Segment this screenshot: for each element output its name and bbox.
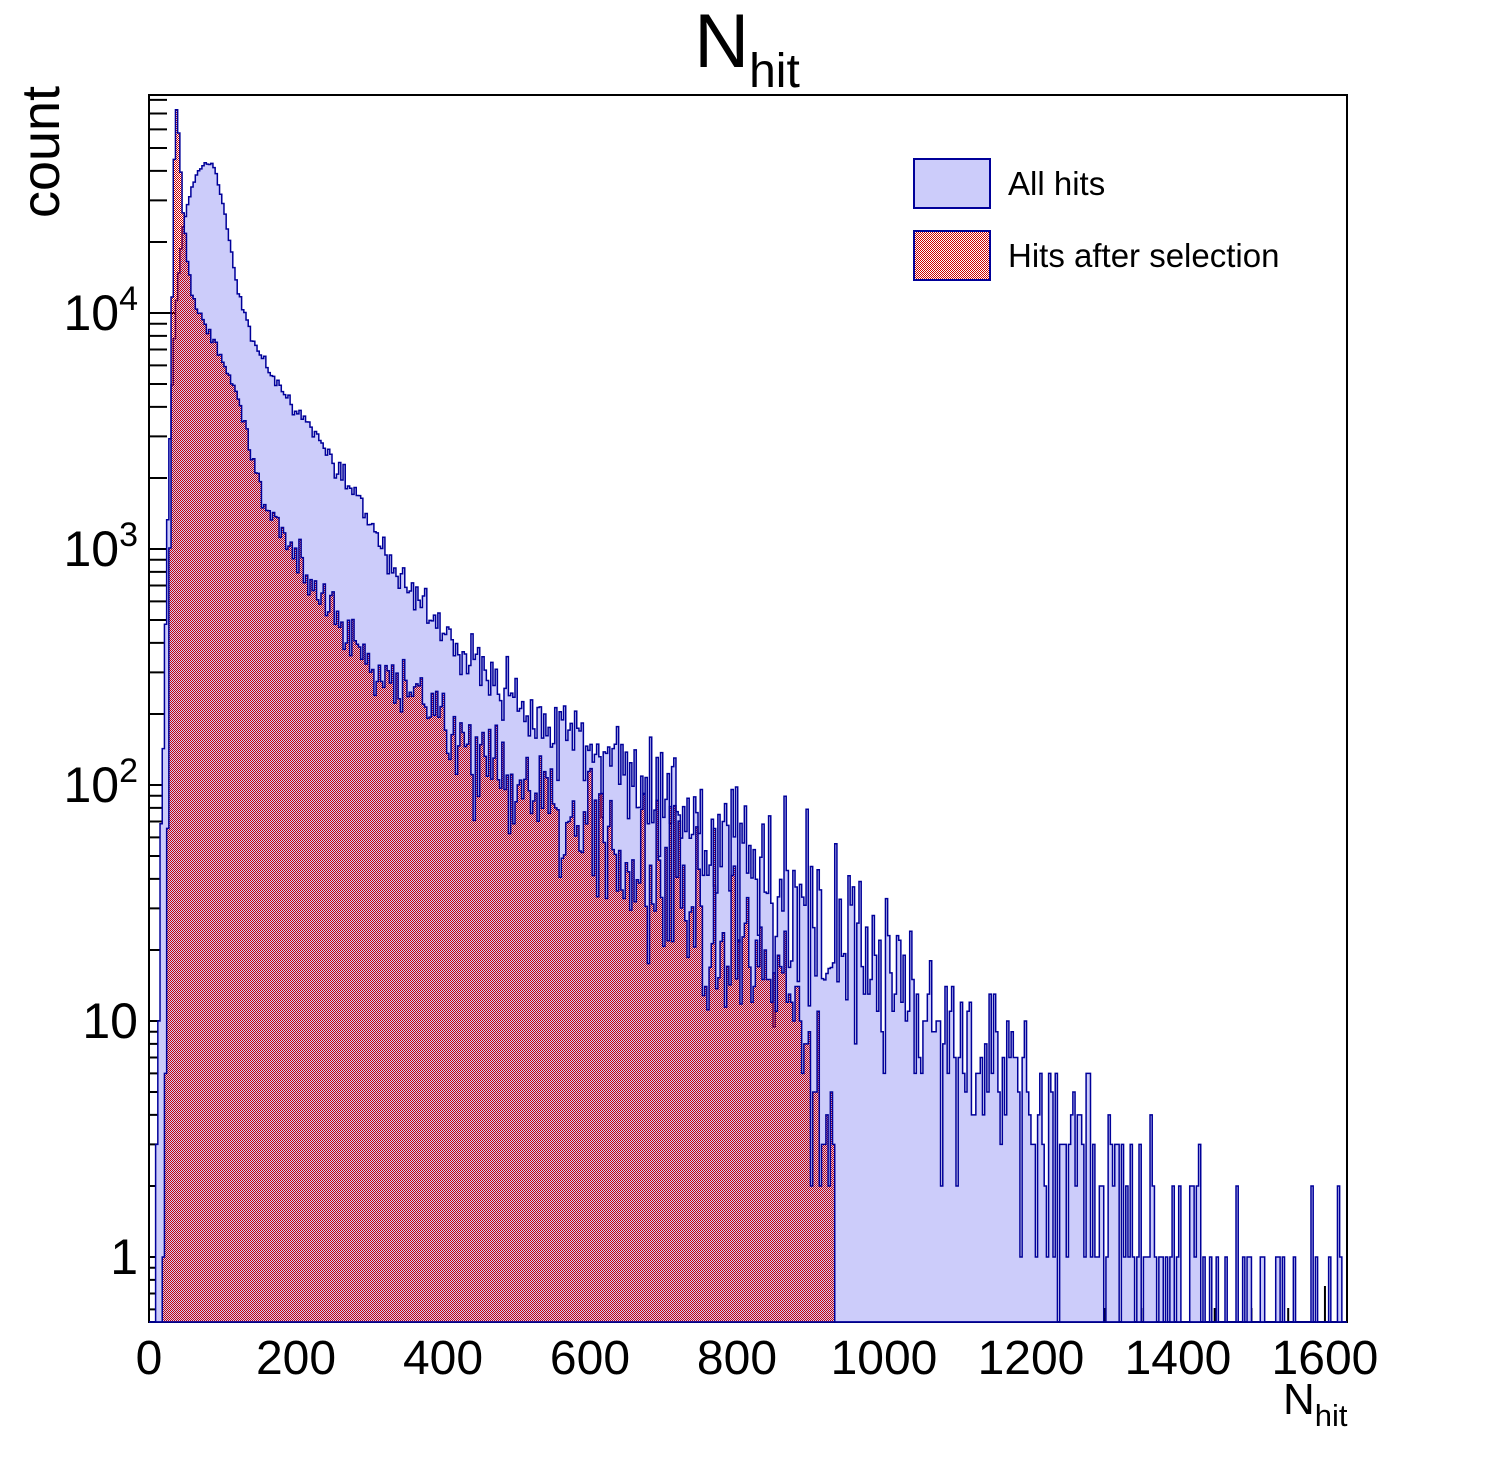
y-tick-labels: 1 10 102 103 104	[63, 280, 138, 1285]
x-axis-title: Nhit	[1283, 1375, 1348, 1433]
legend-label-hits-after-selection: Hits after selection	[1008, 237, 1280, 274]
plot-title-subscript: hit	[749, 45, 800, 98]
svg-text:200: 200	[256, 1332, 336, 1385]
legend-entry-hits-after-selection: Hits after selection	[913, 230, 1279, 281]
svg-text:1600: 1600	[1272, 1332, 1379, 1385]
svg-text:800: 800	[697, 1332, 777, 1385]
svg-text:10: 10	[82, 993, 138, 1049]
svg-text:1000: 1000	[831, 1332, 938, 1385]
x-axis-title-main: N	[1283, 1375, 1315, 1424]
svg-text:103: 103	[63, 516, 138, 577]
legend-label-all-hits: All hits	[1008, 165, 1106, 202]
y-axis-title: count	[11, 85, 71, 219]
svg-text:1: 1	[110, 1229, 138, 1285]
svg-text:1400: 1400	[1125, 1332, 1232, 1385]
legend-swatch-hits-after-selection	[913, 230, 991, 281]
histogram-hits-after-selection	[149, 109, 1347, 1323]
svg-text:102: 102	[63, 752, 138, 813]
plot-title: Nhit	[694, 4, 800, 96]
x-tick-labels: 0 200 400 600 800 1000 1200 1400 1600	[136, 1332, 1379, 1385]
x-axis-title-subscript: hit	[1314, 1398, 1348, 1433]
plot-title-main: N	[694, 0, 750, 84]
svg-text:400: 400	[403, 1332, 483, 1385]
svg-text:104: 104	[63, 280, 138, 341]
legend-swatch-all-hits	[913, 158, 991, 209]
svg-text:0: 0	[136, 1332, 163, 1385]
svg-text:1200: 1200	[978, 1332, 1085, 1385]
legend-entry-all-hits: All hits	[913, 158, 1105, 209]
svg-text:600: 600	[550, 1332, 630, 1385]
